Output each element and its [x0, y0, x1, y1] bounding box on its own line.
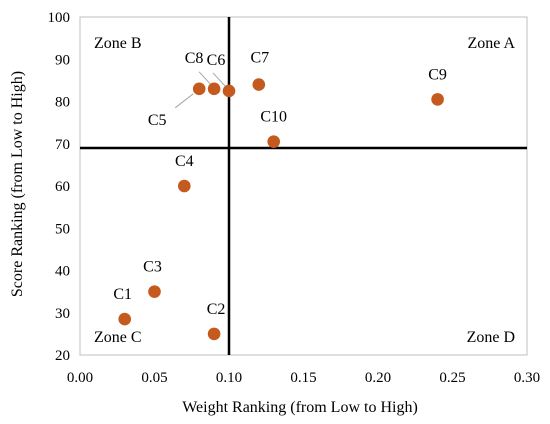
data-label-c5: C5	[148, 112, 167, 129]
y-tick-label: 90	[55, 52, 70, 68]
x-tick-label: 0.05	[141, 370, 167, 386]
y-tick-label: 80	[55, 95, 70, 111]
data-point-c2	[207, 327, 221, 341]
leader-line	[212, 72, 226, 87]
data-label-c2: C2	[207, 301, 226, 318]
y-tick-label: 60	[55, 179, 70, 195]
data-point-c8	[207, 82, 221, 96]
data-label-c6: C6	[207, 52, 226, 69]
y-tick-label: 30	[55, 306, 70, 322]
zone-label: Zone A	[467, 35, 515, 52]
x-tick-label: 0.30	[514, 370, 540, 386]
x-tick-label: 0.20	[365, 370, 391, 386]
data-point-c4	[178, 179, 191, 193]
zone-label: Zone B	[94, 35, 142, 52]
plot-area-border	[79, 16, 528, 356]
data-label-c3: C3	[143, 259, 162, 276]
y-axis-title: Score Ranking (from Low to High)	[9, 71, 26, 297]
x-tick-label: 0.25	[439, 370, 465, 386]
x-axis-title: Weight Ranking (from Low to High)	[182, 399, 418, 416]
data-point-c3	[148, 285, 161, 298]
y-tick-label: 100	[48, 10, 71, 26]
data-label-c4: C4	[175, 153, 194, 170]
data-point-c10	[267, 135, 281, 148]
x-tick-label: 0.15	[290, 370, 316, 386]
data-label-c1: C1	[113, 286, 132, 303]
x-tick-label: 0.00	[67, 370, 93, 386]
zone-label: Zone C	[94, 329, 142, 346]
y-tick-label: 50	[55, 221, 70, 237]
y-tick-label: 20	[55, 348, 70, 364]
data-label-c9: C9	[428, 66, 447, 83]
y-tick-label: 70	[55, 137, 70, 153]
leader-line	[174, 93, 194, 109]
x-tick-label: 0.10	[216, 370, 242, 386]
y-tick-label: 40	[55, 264, 70, 280]
zone-label: Zone D	[467, 329, 515, 346]
data-point-c1	[118, 312, 131, 326]
data-label-c8: C8	[185, 50, 204, 67]
data-point-c6	[222, 84, 236, 98]
data-point-c5	[192, 82, 206, 96]
data-point-c9	[431, 93, 444, 106]
leader-line	[198, 71, 211, 85]
data-label-c10: C10	[260, 109, 287, 126]
data-label-c7: C7	[250, 50, 269, 67]
data-point-c7	[252, 78, 266, 91]
